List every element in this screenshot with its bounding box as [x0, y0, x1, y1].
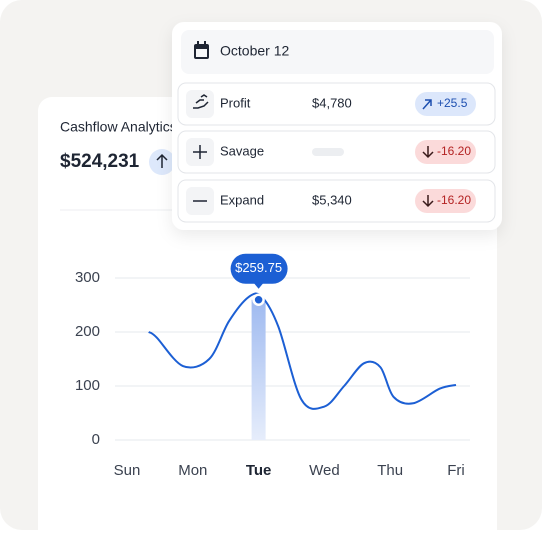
x-tick-label: Thu	[377, 462, 403, 479]
change: -16.20	[437, 193, 471, 207]
row-icon	[193, 94, 209, 109]
row-value: $4,780	[312, 95, 352, 110]
y-tick-label: 200	[75, 323, 100, 340]
x-tick-label: Fri	[447, 462, 465, 479]
change-badge	[415, 140, 476, 164]
date: October 12	[220, 43, 289, 59]
change: -16.20	[437, 144, 471, 158]
row-label: Expand	[220, 192, 264, 207]
x-tick-label: Wed	[309, 462, 340, 479]
row-icon	[193, 145, 207, 159]
calendar-icon	[194, 41, 209, 59]
row	[177, 82, 496, 126]
change-badge	[415, 189, 476, 213]
card-title: Cashflow Analytics	[60, 119, 177, 135]
row-label: Savage	[220, 143, 264, 158]
row-label: Profit	[220, 95, 251, 110]
change-arrow	[422, 99, 432, 110]
line	[148, 292, 457, 410]
arrow-icon	[156, 153, 168, 168]
date-header	[181, 30, 494, 74]
change: +25.5	[437, 96, 468, 110]
y-tick-label: 0	[92, 431, 100, 448]
row-icon-box	[186, 90, 214, 118]
card-amount: $524,231	[60, 151, 140, 172]
popover: October 12 Profit $4,780 +25.5 Savage -16.20…	[172, 22, 502, 230]
chart: 0 100 200 300 Sun Mon Tue Wed Thu Fri $259.75	[75, 253, 470, 479]
tooltip-tip	[253, 282, 264, 289]
x-tick-label: Tue	[246, 462, 272, 479]
change-badge	[415, 92, 476, 116]
row-value: $5,340	[312, 192, 352, 207]
y-tick-label: 100	[75, 377, 100, 394]
tooltip-label: $259.75	[235, 260, 282, 275]
row	[177, 179, 496, 223]
change-arrow	[422, 195, 434, 208]
change-arrow	[422, 146, 434, 159]
tooltip	[230, 253, 288, 284]
x-tick-label: Mon	[178, 462, 207, 479]
highlight-point	[252, 293, 265, 306]
y-tick-label: 300	[75, 269, 100, 286]
highlight-bar	[251, 299, 266, 440]
x-tick-label: Sun	[114, 462, 141, 479]
value-placeholder	[312, 148, 344, 156]
